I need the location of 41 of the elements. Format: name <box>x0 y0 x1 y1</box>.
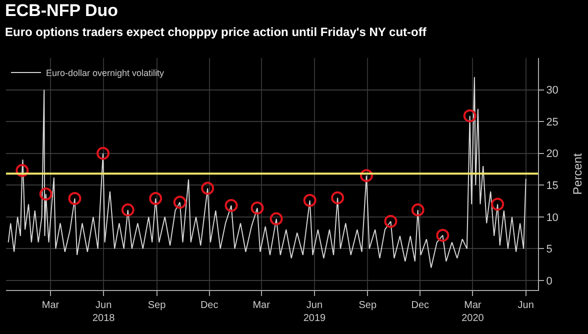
point <box>411 203 424 216</box>
point <box>331 191 344 204</box>
point <box>250 202 264 215</box>
chart-subtitle: Euro options traders expect chopppy price action until Friday's NY cut-off <box>5 25 428 39</box>
point <box>270 212 283 226</box>
y-tick-label: 10 <box>546 212 558 224</box>
point <box>16 164 29 177</box>
point <box>303 194 316 207</box>
chart-title: ECB-NFP Duo <box>5 1 118 20</box>
point <box>149 192 162 205</box>
x-tick-label: Dec <box>411 300 430 311</box>
y-tick-label: 5 <box>546 244 552 256</box>
point <box>201 182 214 195</box>
point <box>436 228 450 242</box>
point <box>173 196 186 209</box>
line-series <box>8 76 526 268</box>
legend-label: Euro-dollar overnight volatility <box>46 68 165 78</box>
x-tick-label: Sep <box>358 300 377 311</box>
y-tick-label: 15 <box>546 180 558 192</box>
point <box>384 214 398 228</box>
point <box>39 188 52 201</box>
y-axis-title: Percent <box>570 152 584 195</box>
y-tick-label: 30 <box>546 84 558 97</box>
y-tick-label: 0 <box>546 275 552 288</box>
point <box>224 198 238 212</box>
x-tick-label: Jun 2019 <box>303 300 326 324</box>
point <box>68 192 82 205</box>
point <box>96 146 110 160</box>
x-tick-label: Jun <box>518 300 534 311</box>
y-tick-label: 25 <box>546 116 558 128</box>
x-tick-label: Mar <box>252 300 271 311</box>
point <box>491 198 504 211</box>
point <box>463 109 476 122</box>
x-tick-label: Mar 2020 <box>462 300 484 324</box>
point <box>360 169 373 182</box>
x-tick-label: Jun 2018 <box>92 300 116 324</box>
x-tick-label: Dec <box>200 300 218 311</box>
point <box>121 203 134 216</box>
y-tick-label: 20 <box>546 148 558 160</box>
x-tick-label: Mar <box>42 300 60 311</box>
x-tick-label: Sep <box>148 300 166 311</box>
